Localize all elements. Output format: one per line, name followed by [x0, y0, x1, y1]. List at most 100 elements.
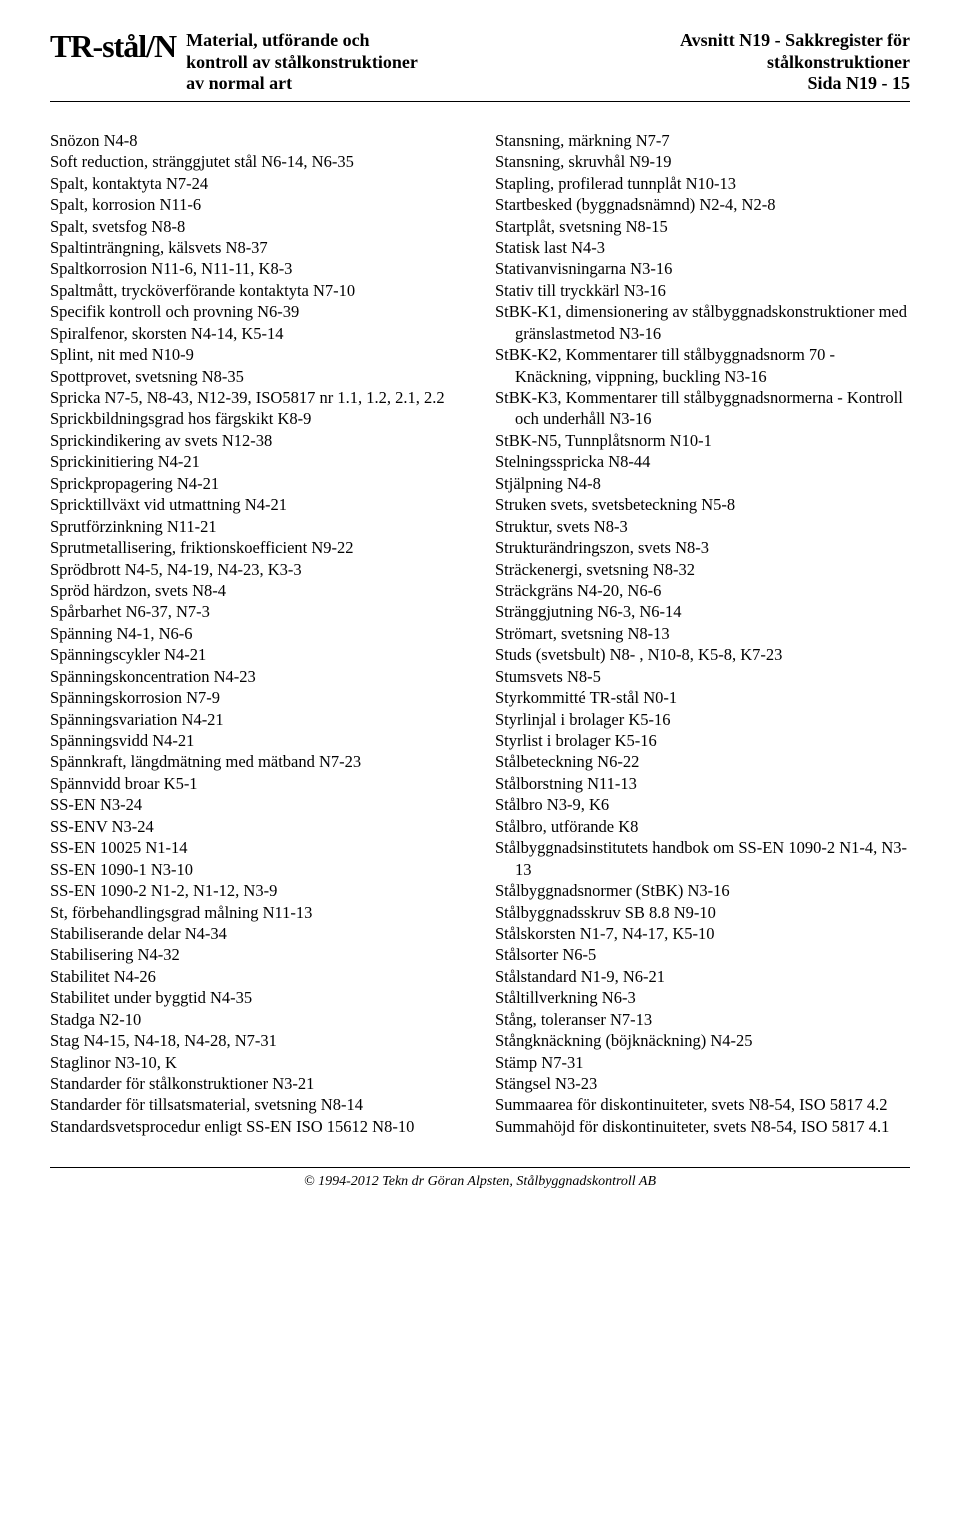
- index-entry: Stålbyggnadsskruv SB 8.8 N9-10: [495, 902, 910, 923]
- index-entry: SS-EN 1090-2 N1-2, N1-12, N3-9: [50, 880, 465, 901]
- index-entry: Stjälpning N4-8: [495, 473, 910, 494]
- page-header: TR-stål/N Material, utförande och kontro…: [50, 30, 910, 102]
- index-entry: Stativanvisningarna N3-16: [495, 258, 910, 279]
- index-entry: Stålstandard N1-9, N6-21: [495, 966, 910, 987]
- index-entry: SS-EN 1090-1 N3-10: [50, 859, 465, 880]
- index-entry: Summahöjd för diskontinuiteter, svets N8…: [495, 1116, 910, 1137]
- index-entry: Spricka N7-5, N8-43, N12-39, ISO5817 nr …: [50, 387, 465, 408]
- footer-copyright: © 1994-2012 Tekn dr Göran Alpsten, Stålb…: [50, 1167, 910, 1190]
- index-entry: Spänningsvidd N4-21: [50, 730, 465, 751]
- index-entry: Stansning, märkning N7-7: [495, 130, 910, 151]
- index-entry: Stabiliserande delar N4-34: [50, 923, 465, 944]
- index-entry: Spaltmått, trycköverförande kontaktyta N…: [50, 280, 465, 301]
- index-entry: Spännkraft, längdmätning med mätband N7-…: [50, 751, 465, 772]
- index-entry: St, förbehandlingsgrad målning N11-13: [50, 902, 465, 923]
- logo: TR-stål/N: [50, 30, 176, 62]
- index-entry: Sprickinitiering N4-21: [50, 451, 465, 472]
- right-column: Stansning, märkning N7-7Stansning, skruv…: [495, 130, 910, 1138]
- header-left-line1: Material, utförande och: [186, 30, 418, 52]
- index-entry: Spänningskoncentration N4-23: [50, 666, 465, 687]
- index-entry: SS-ENV N3-24: [50, 816, 465, 837]
- index-entry: Spottprovet, svetsning N8-35: [50, 366, 465, 387]
- index-entry: Stag N4-15, N4-18, N4-28, N7-31: [50, 1030, 465, 1051]
- index-entry: Sprickindikering av svets N12-38: [50, 430, 465, 451]
- index-entry: Spröd härdzon, svets N8-4: [50, 580, 465, 601]
- index-entry: Sprutmetallisering, friktionskoefficient…: [50, 537, 465, 558]
- index-entry: Sträckgräns N4-20, N6-6: [495, 580, 910, 601]
- index-entry: Spännvidd broar K5-1: [50, 773, 465, 794]
- index-entry: SS-EN 10025 N1-14: [50, 837, 465, 858]
- index-entry: Sprödbrott N4-5, N4-19, N4-23, K3-3: [50, 559, 465, 580]
- index-entry: Stabilitet N4-26: [50, 966, 465, 987]
- index-entry: Stelningsspricka N8-44: [495, 451, 910, 472]
- index-entry: Statisk last N4-3: [495, 237, 910, 258]
- index-entry: Studs (svetsbult) N8- , N10-8, K5-8, K7-…: [495, 644, 910, 665]
- index-entry: Stativ till tryckkärl N3-16: [495, 280, 910, 301]
- header-right: Avsnitt N19 - Sakkregister för stålkonst…: [680, 30, 910, 95]
- index-entry: Stålsorter N6-5: [495, 944, 910, 965]
- index-entry: Stämp N7-31: [495, 1052, 910, 1073]
- index-entry: Struktur, svets N8-3: [495, 516, 910, 537]
- index-entry: Stålbro N3-9, K6: [495, 794, 910, 815]
- index-entry: Styrlist i brolager K5-16: [495, 730, 910, 751]
- index-entry: Stängsel N3-23: [495, 1073, 910, 1094]
- index-entry: Spänningscykler N4-21: [50, 644, 465, 665]
- index-entry: Spänningsvariation N4-21: [50, 709, 465, 730]
- index-entry: Styrkommitté TR-stål N0-1: [495, 687, 910, 708]
- index-entry: Sprickpropagering N4-21: [50, 473, 465, 494]
- index-entry: Spaltkorrosion N11-6, N11-11, K8-3: [50, 258, 465, 279]
- index-entry: Stålborstning N11-13: [495, 773, 910, 794]
- index-entry: Stångknäckning (böjknäckning) N4-25: [495, 1030, 910, 1051]
- index-entry: Startbesked (byggnadsnämnd) N2-4, N2-8: [495, 194, 910, 215]
- header-right-line3: Sida N19 - 15: [680, 73, 910, 95]
- index-entry: Stabilisering N4-32: [50, 944, 465, 965]
- index-entry: Spalt, svetsfog N8-8: [50, 216, 465, 237]
- index-entry: Spänningskorrosion N7-9: [50, 687, 465, 708]
- index-entry: StBK-K1, dimensionering av stålbyggnads­…: [495, 301, 910, 344]
- header-left: TR-stål/N Material, utförande och kontro…: [50, 30, 418, 95]
- index-entry: Staglinor N3-10, K: [50, 1052, 465, 1073]
- header-left-line2: kontroll av stålkonstruktioner: [186, 52, 418, 74]
- page-root: TR-stål/N Material, utförande och kontro…: [0, 0, 960, 1210]
- index-entry: Strömart, svetsning N8-13: [495, 623, 910, 644]
- index-entry: Splint, nit med N10-9: [50, 344, 465, 365]
- index-entry: SS-EN N3-24: [50, 794, 465, 815]
- left-column: Snözon N4-8Soft reduction, stränggjutet …: [50, 130, 465, 1138]
- index-entry: Spiralfenor, skorsten N4-14, K5-14: [50, 323, 465, 344]
- index-entry: Summaarea för diskontinuiteter, svets N8…: [495, 1094, 910, 1115]
- index-entry: Stansning, skruvhål N9-19: [495, 151, 910, 172]
- index-entry: Stabilitet under byggtid N4-35: [50, 987, 465, 1008]
- header-right-line1: Avsnitt N19 - Sakkregister för: [680, 30, 910, 52]
- index-entry: Stålbeteckning N6-22: [495, 751, 910, 772]
- index-entry: Specifik kontroll och provning N6-39: [50, 301, 465, 322]
- index-entry: Stålskorsten N1-7, N4-17, K5-10: [495, 923, 910, 944]
- index-entry: Spricktillväxt vid utmattning N4-21: [50, 494, 465, 515]
- index-entry: Sträckenergi, svetsning N8-32: [495, 559, 910, 580]
- header-left-text: Material, utförande och kontroll av stål…: [186, 30, 418, 95]
- index-entry: Strukturändringszon, svets N8-3: [495, 537, 910, 558]
- index-entry: Struken svets, svetsbeteckning N5-8: [495, 494, 910, 515]
- index-entry: Stålbro, utförande K8: [495, 816, 910, 837]
- index-entry: Startplåt, svetsning N8-15: [495, 216, 910, 237]
- index-entry: Spaltinträngning, kälsvets N8-37: [50, 237, 465, 258]
- index-entry: Sprutförzinkning N11-21: [50, 516, 465, 537]
- index-entry: Stumsvets N8-5: [495, 666, 910, 687]
- index-entry: StBK-K3, Kommentarer till stålbyggnadsno…: [495, 387, 910, 430]
- index-entry: StBK-K2, Kommentarer till stålbyggnadsno…: [495, 344, 910, 387]
- index-entry: Stadga N2-10: [50, 1009, 465, 1030]
- index-entry: Standardsvetsprocedur enligt SS-EN ISO 1…: [50, 1116, 465, 1137]
- index-entry: Spänning N4-1, N6-6: [50, 623, 465, 644]
- index-entry: Spalt, kontaktyta N7-24: [50, 173, 465, 194]
- index-entry: Sprickbildningsgrad hos färgskikt K8-9: [50, 408, 465, 429]
- index-columns: Snözon N4-8Soft reduction, stränggjutet …: [50, 130, 910, 1138]
- index-entry: Snözon N4-8: [50, 130, 465, 151]
- index-entry: Stapling, profilerad tunnplåt N10-13: [495, 173, 910, 194]
- index-entry: Stång, toleranser N7-13: [495, 1009, 910, 1030]
- index-entry: Stålbyggnadsnormer (StBK) N3-16: [495, 880, 910, 901]
- index-entry: Stränggjutning N6-3, N6-14: [495, 601, 910, 622]
- header-right-line2: stålkonstruktioner: [680, 52, 910, 74]
- index-entry: Stålbyggnadsinstitutets handbok om SS-EN…: [495, 837, 910, 880]
- index-entry: Standarder för tillsatsmaterial, svetsni…: [50, 1094, 465, 1115]
- index-entry: Styrlinjal i brolager K5-16: [495, 709, 910, 730]
- index-entry: StBK-N5, Tunnplåtsnorm N10-1: [495, 430, 910, 451]
